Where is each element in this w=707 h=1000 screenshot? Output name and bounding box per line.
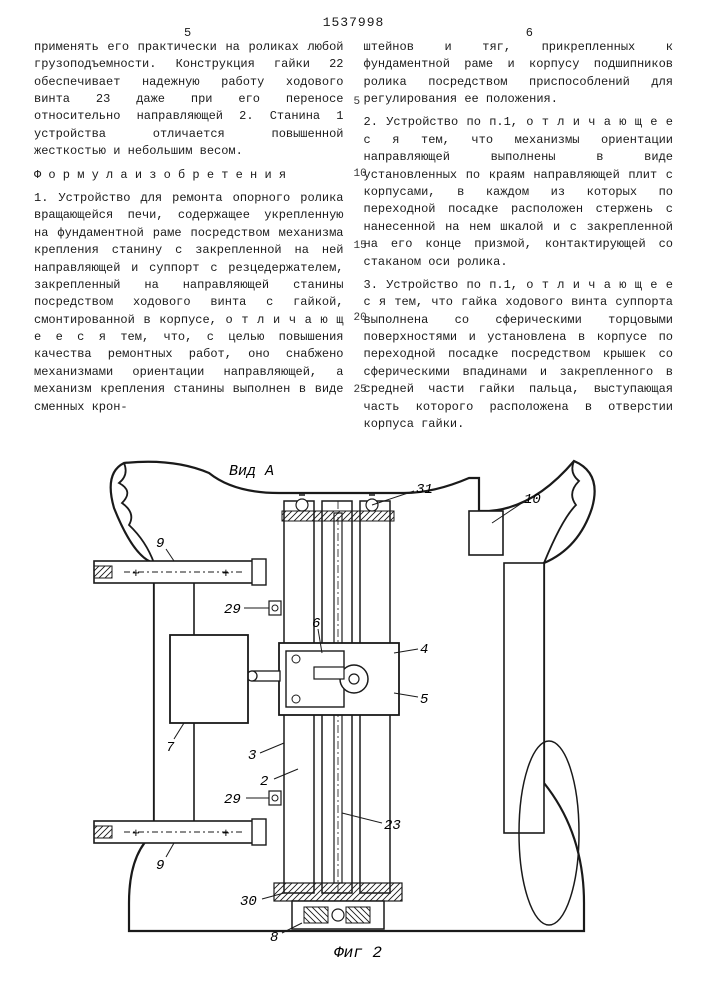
svg-text:7: 7: [166, 740, 175, 756]
svg-text:29: 29: [224, 792, 241, 808]
figure-caption: Фиг 2: [334, 944, 382, 962]
line-num: 5: [354, 95, 361, 111]
col-number-right: 6: [526, 25, 533, 42]
svg-text:29: 29: [224, 602, 241, 618]
svg-text:+: +: [222, 826, 230, 841]
svg-text:5: 5: [420, 692, 429, 708]
svg-text:9: 9: [156, 858, 164, 874]
figure-2: Вид А: [34, 453, 673, 963]
line-num: 10: [354, 167, 367, 183]
svg-text:23: 23: [384, 818, 401, 834]
svg-text:3: 3: [248, 748, 256, 764]
patent-number: 1537998: [34, 14, 673, 33]
left-column: применять его практически на роликах люб…: [34, 39, 344, 440]
view-label: Вид А: [229, 463, 274, 480]
line-num: 20: [354, 311, 367, 327]
tie-rod-top: + +: [94, 559, 266, 585]
figure-svg: Вид А: [74, 453, 634, 963]
svg-text:2: 2: [260, 774, 268, 790]
svg-text:+: +: [132, 826, 140, 841]
claim-2: 2. Устройство по п.1, о т л и ч а ю щ е …: [364, 114, 674, 271]
svg-text:+: +: [132, 566, 140, 581]
svg-text:31: 31: [416, 482, 433, 498]
svg-text:9: 9: [156, 536, 164, 552]
formula-heading: Ф о р м у л а и з о б р е т е н и я: [34, 167, 344, 184]
svg-text:30: 30: [240, 894, 257, 910]
text-columns: 5 6 5 10 15 20 25 применять его практиче…: [34, 39, 673, 440]
right-column: штейнов и тяг, прикрепленных к фундамент…: [364, 39, 674, 440]
line-num: 15: [354, 239, 367, 255]
tie-rod-bottom: + +: [94, 819, 266, 845]
svg-text:6: 6: [312, 616, 320, 632]
para: штейнов и тяг, прикрепленных к фундамент…: [364, 39, 674, 109]
svg-text:+: +: [222, 566, 230, 581]
col-number-left: 5: [184, 25, 191, 42]
svg-text:10: 10: [524, 492, 541, 508]
claim-1: 1. Устройство для ремонта опорного ролик…: [34, 190, 344, 416]
svg-text:8: 8: [270, 930, 278, 946]
para: применять его практически на роликах люб…: [34, 39, 344, 161]
claim-3: 3. Устройство по п.1, о т л и ч а ю щ е …: [364, 277, 674, 434]
svg-text:4: 4: [420, 642, 428, 658]
line-num: 25: [354, 383, 367, 399]
